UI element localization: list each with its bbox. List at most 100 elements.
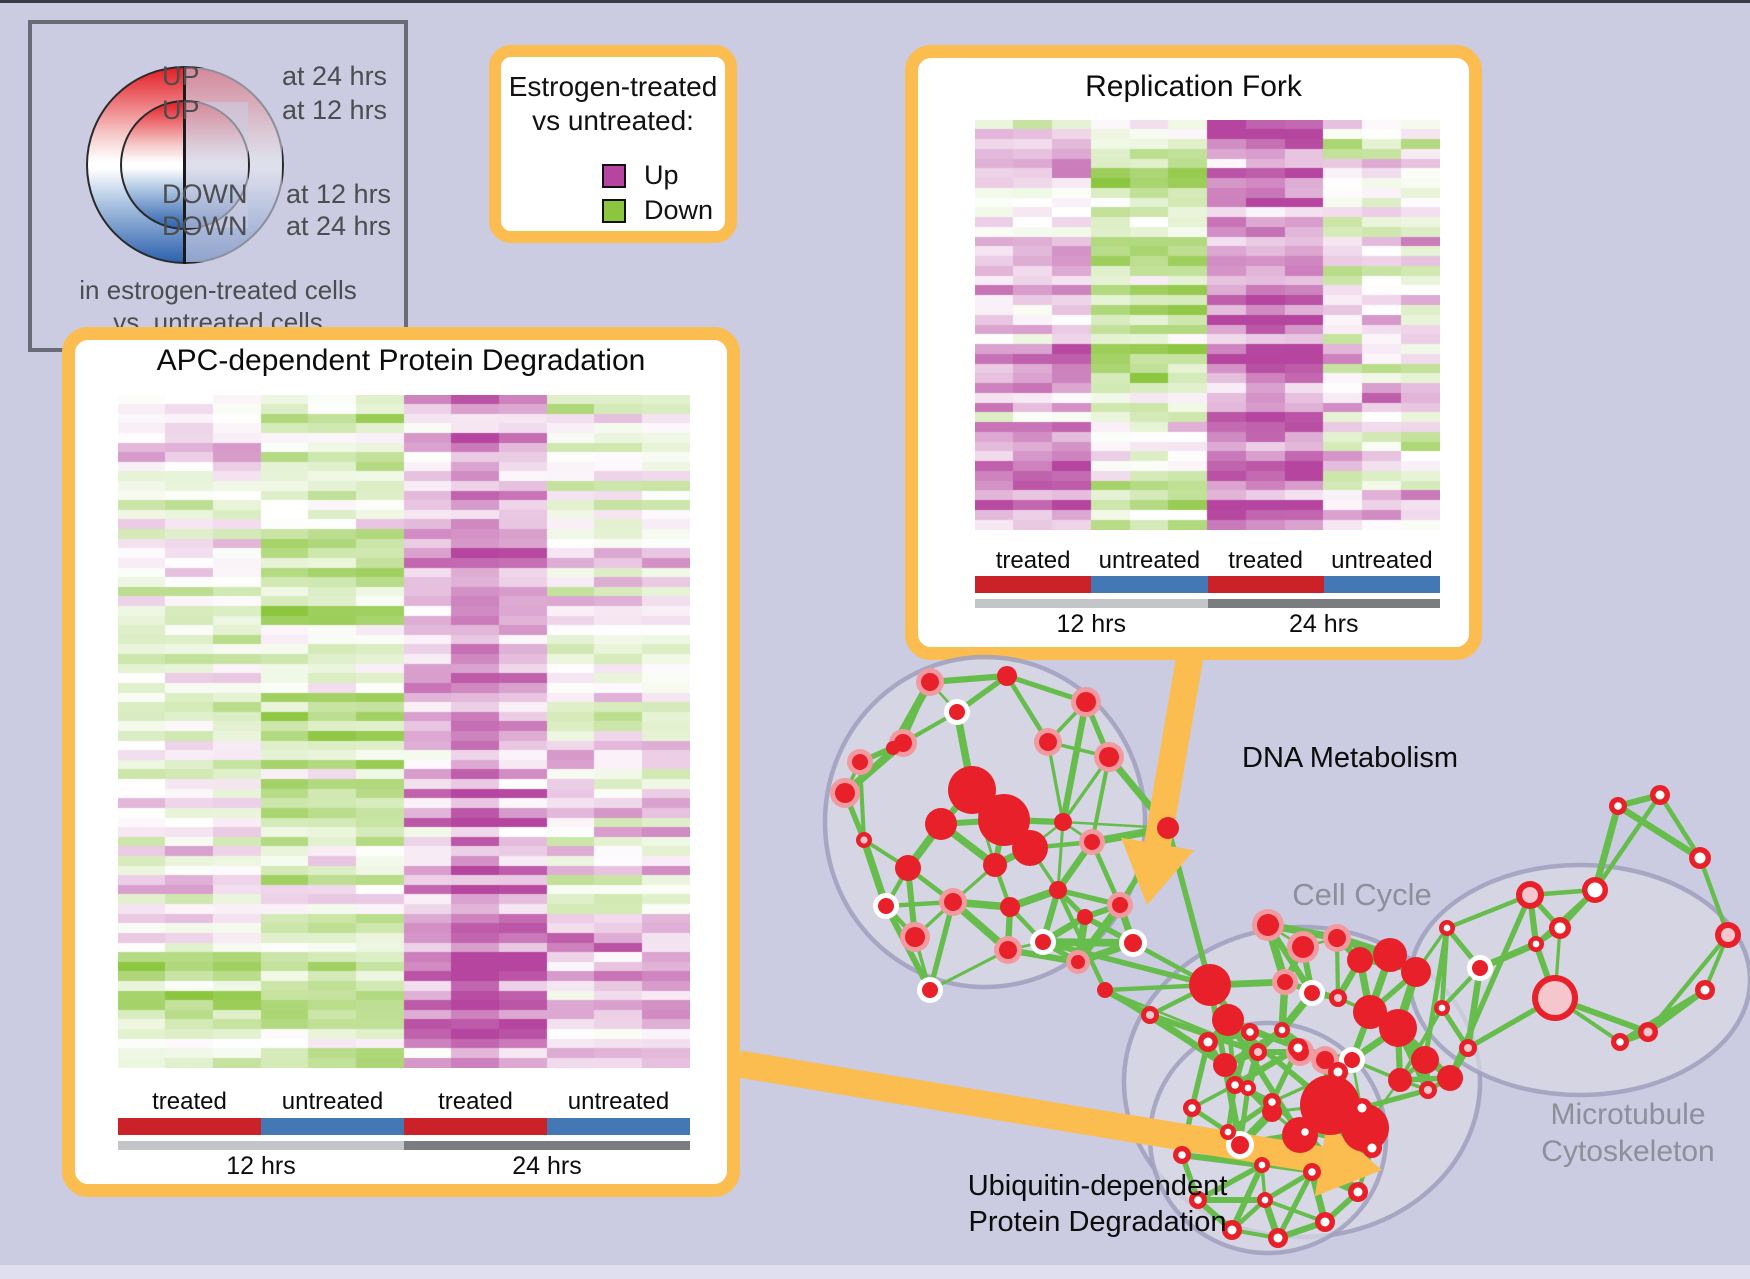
network-edge xyxy=(1189,1041,1211,1109)
network-node-core xyxy=(1231,1136,1249,1154)
group-label-untreated: untreated xyxy=(1098,547,1201,574)
network-node-pink-core xyxy=(1333,993,1343,1003)
apc-time-bar xyxy=(118,1141,690,1150)
treatment-bar-segment xyxy=(1207,576,1324,593)
network-node-pink-core xyxy=(1253,1047,1263,1057)
network-node-white-core xyxy=(1694,852,1706,864)
time-bar-segment xyxy=(404,1141,690,1150)
time-bar-segment xyxy=(975,599,1208,608)
network-node-white-core xyxy=(1246,1028,1254,1036)
network-bridge-edge xyxy=(1055,889,1108,991)
network-node-core xyxy=(921,673,939,691)
network-node-core xyxy=(852,754,868,770)
updown-legend-box xyxy=(489,45,737,243)
time-bar-segment xyxy=(1207,599,1440,608)
network-node-core xyxy=(1328,929,1346,947)
network-node-core xyxy=(1084,834,1100,850)
network-edge xyxy=(1056,821,1065,891)
network-node-solid xyxy=(1437,1065,1463,1091)
legend-item-up: Up xyxy=(602,162,679,189)
network-node-core xyxy=(1076,692,1096,712)
network-node-solid xyxy=(1379,1009,1417,1047)
network-node-white-core xyxy=(1293,1043,1303,1053)
ring-fade-overlay xyxy=(185,102,248,228)
apc-group-labels: treated untreated treated untreated xyxy=(118,1088,690,1116)
up-color-swatch xyxy=(602,163,626,188)
network-edge xyxy=(1059,701,1090,823)
network-node-solid xyxy=(1373,938,1407,972)
network-node-white-core xyxy=(1178,1151,1186,1159)
cluster-label-microtubule-cytoskeleton: Microtubule Cytoskeleton xyxy=(1541,1098,1715,1168)
time-label: 24 hrs xyxy=(1289,610,1359,638)
network-node-solid xyxy=(886,741,900,755)
network-node-white-core xyxy=(1616,1038,1624,1046)
network-edge xyxy=(1042,938,1134,947)
network-node-solid xyxy=(978,794,1030,846)
group-label-untreated: untreated xyxy=(1331,547,1433,574)
network-node-white-core xyxy=(1278,1026,1286,1034)
network-node-white-core xyxy=(1700,985,1710,995)
network-node-white-core xyxy=(1258,1161,1266,1169)
rf-treatment-colorbar xyxy=(975,576,1440,593)
network-node-solid xyxy=(925,808,957,840)
network-node-core xyxy=(1277,974,1293,990)
network-node-core xyxy=(1124,934,1142,952)
network-node-core xyxy=(949,704,965,720)
network-node-white-core xyxy=(1194,1196,1202,1204)
group-label-treated: treated xyxy=(438,1088,513,1115)
network-node-white-core xyxy=(1333,1067,1343,1077)
cluster-label-cell-cycle: Cell Cycle xyxy=(1292,877,1432,912)
treatment-bar-segment xyxy=(975,576,1092,593)
network-node-white-core xyxy=(1231,1081,1239,1089)
network-node-white-core xyxy=(1273,1233,1283,1243)
network-edge xyxy=(1618,987,1707,1045)
network-edge xyxy=(1264,1198,1326,1224)
network-node-solid xyxy=(1401,957,1431,987)
network-node-solid xyxy=(1213,1053,1237,1077)
legend-caption-line1: in estrogen-treated cells xyxy=(79,275,357,305)
network-node-solid xyxy=(1388,1068,1412,1092)
network-node-core xyxy=(1292,936,1314,958)
group-label-treated: treated xyxy=(152,1088,227,1115)
network-node-core xyxy=(922,982,938,998)
group-label-treated: treated xyxy=(995,547,1071,574)
network-node-white-core xyxy=(1203,1037,1213,1047)
network-node-solid xyxy=(1054,813,1072,831)
network-node-solid xyxy=(948,766,996,814)
network-node-solid xyxy=(997,666,1017,686)
network-node-core xyxy=(1316,1051,1334,1069)
apc-panel-title: APC-dependent Protein Degradation xyxy=(156,344,646,377)
rf-time-bar xyxy=(975,599,1440,608)
network-node-solid xyxy=(1411,1046,1439,1074)
network-node-core xyxy=(835,783,855,803)
treatment-bar-segment xyxy=(547,1118,690,1135)
network-bridge-edge xyxy=(1042,939,1211,988)
treatment-bar-segment xyxy=(404,1118,547,1135)
up-label: Up xyxy=(644,160,679,190)
time-label: 24 hrs xyxy=(512,1152,582,1180)
network-node-core xyxy=(999,941,1017,959)
network-node-white-core xyxy=(1244,1084,1252,1092)
network-node-white-core xyxy=(1261,1196,1269,1204)
network-edge xyxy=(1616,803,1702,861)
treatment-bar-segment xyxy=(1091,576,1208,593)
network-node-solid xyxy=(1212,1004,1244,1036)
network-node-white-core xyxy=(1443,924,1451,932)
network-node-solid xyxy=(1049,881,1067,899)
network-node-core xyxy=(1035,934,1051,950)
network-bridge-edge xyxy=(1361,1087,1429,1111)
network-node-solid xyxy=(983,853,1007,877)
annotation-arrow-head xyxy=(1314,1123,1382,1197)
group-label-treated: treated xyxy=(1228,547,1303,574)
network-node-core xyxy=(1257,914,1279,936)
apc-heatmap xyxy=(118,395,690,1068)
network-node-solid xyxy=(1353,995,1387,1029)
rf-heatmap xyxy=(975,120,1440,530)
network-node-core xyxy=(1039,733,1057,751)
network-bridge-edge xyxy=(1422,927,1450,1061)
updown-legend-title-line2: vs untreated: xyxy=(532,105,694,136)
annotation-arrow-shaft xyxy=(1144,653,1204,847)
network-node-pink-core xyxy=(1423,1085,1433,1095)
treatment-bar-segment xyxy=(1323,576,1440,593)
